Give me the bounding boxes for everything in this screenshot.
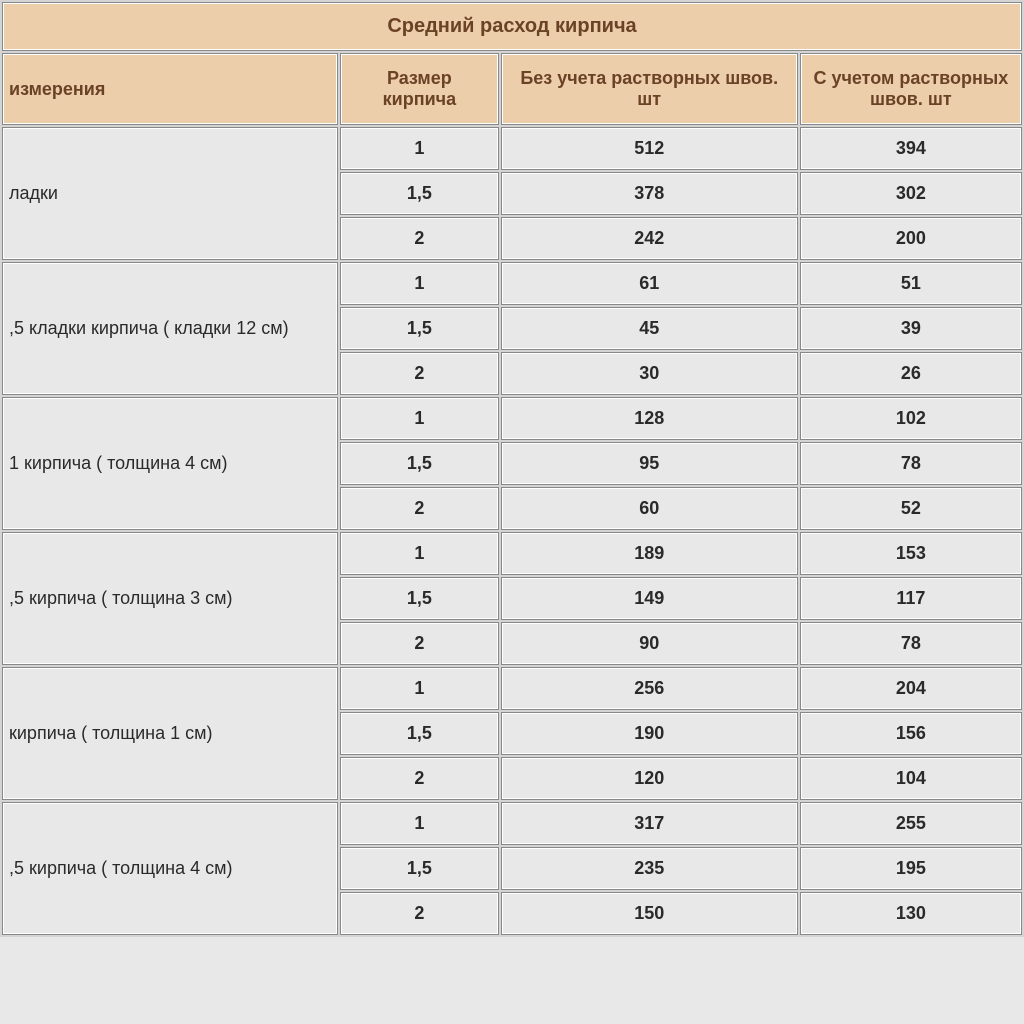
- table-row: кирпича ( толщина 1 см) 1 256 204: [2, 667, 1022, 710]
- cell-size: 2: [340, 487, 499, 530]
- cell-with: 78: [800, 442, 1022, 485]
- cell-size: 1,5: [340, 847, 499, 890]
- cell-size: 1: [340, 802, 499, 845]
- cell-with: 52: [800, 487, 1022, 530]
- header-without-joints: Без учета растворных швов. шт: [501, 53, 798, 125]
- cell-without: 317: [501, 802, 798, 845]
- cell-size: 1,5: [340, 712, 499, 755]
- cell-without: 149: [501, 577, 798, 620]
- cell-with: 51: [800, 262, 1022, 305]
- cell-without: 189: [501, 532, 798, 575]
- cell-without: 120: [501, 757, 798, 800]
- table-title-row: Средний расход кирпича: [2, 2, 1022, 51]
- brick-consumption-table: Средний расход кирпича измерения Размер …: [0, 0, 1024, 937]
- cell-size: 1: [340, 127, 499, 170]
- cell-with: 102: [800, 397, 1022, 440]
- cell-with: 130: [800, 892, 1022, 935]
- table-row: ,5 кирпича ( толщина 4 см) 1 317 255: [2, 802, 1022, 845]
- cell-size: 2: [340, 757, 499, 800]
- cell-size: 2: [340, 622, 499, 665]
- group-label: ,5 кирпича ( толщина 3 см): [2, 532, 338, 665]
- group-label: ладки: [2, 127, 338, 260]
- cell-without: 512: [501, 127, 798, 170]
- cell-size: 1,5: [340, 577, 499, 620]
- cell-size: 1: [340, 262, 499, 305]
- cell-size: 2: [340, 217, 499, 260]
- table-title: Средний расход кирпича: [2, 2, 1022, 51]
- table-body: ладки 1 512 394 1,5 378 302 2 242 200 ,5…: [2, 127, 1022, 935]
- table-row: 1 кирпича ( толщина 4 см) 1 128 102: [2, 397, 1022, 440]
- cell-size: 1: [340, 667, 499, 710]
- cell-with: 78: [800, 622, 1022, 665]
- cell-without: 95: [501, 442, 798, 485]
- cell-with: 394: [800, 127, 1022, 170]
- header-measurement: измерения: [2, 53, 338, 125]
- cell-without: 128: [501, 397, 798, 440]
- header-with-joints: С учетом растворных швов. шт: [800, 53, 1022, 125]
- cell-with: 156: [800, 712, 1022, 755]
- cell-with: 117: [800, 577, 1022, 620]
- header-size: Размер кирпича: [340, 53, 499, 125]
- cell-without: 190: [501, 712, 798, 755]
- table-row: ,5 кладки кирпича ( кладки 12 см) 1 61 5…: [2, 262, 1022, 305]
- cell-without: 256: [501, 667, 798, 710]
- cell-without: 60: [501, 487, 798, 530]
- group-label: ,5 кирпича ( толщина 4 см): [2, 802, 338, 935]
- cell-with: 104: [800, 757, 1022, 800]
- group-label: 1 кирпича ( толщина 4 см): [2, 397, 338, 530]
- cell-size: 1,5: [340, 442, 499, 485]
- cell-without: 30: [501, 352, 798, 395]
- cell-with: 204: [800, 667, 1022, 710]
- cell-with: 26: [800, 352, 1022, 395]
- cell-with: 195: [800, 847, 1022, 890]
- table-row: ,5 кирпича ( толщина 3 см) 1 189 153: [2, 532, 1022, 575]
- cell-with: 302: [800, 172, 1022, 215]
- cell-with: 39: [800, 307, 1022, 350]
- cell-size: 2: [340, 892, 499, 935]
- cell-size: 1,5: [340, 307, 499, 350]
- brick-consumption-table-wrapper: Средний расход кирпича измерения Размер …: [0, 0, 1024, 937]
- cell-without: 150: [501, 892, 798, 935]
- cell-without: 235: [501, 847, 798, 890]
- cell-size: 2: [340, 352, 499, 395]
- table-row: ладки 1 512 394: [2, 127, 1022, 170]
- group-label: ,5 кладки кирпича ( кладки 12 см): [2, 262, 338, 395]
- cell-size: 1: [340, 532, 499, 575]
- cell-without: 45: [501, 307, 798, 350]
- cell-size: 1,5: [340, 172, 499, 215]
- cell-with: 153: [800, 532, 1022, 575]
- cell-without: 61: [501, 262, 798, 305]
- cell-with: 200: [800, 217, 1022, 260]
- cell-without: 90: [501, 622, 798, 665]
- table-header-row: измерения Размер кирпича Без учета раств…: [2, 53, 1022, 125]
- cell-without: 242: [501, 217, 798, 260]
- cell-with: 255: [800, 802, 1022, 845]
- group-label: кирпича ( толщина 1 см): [2, 667, 338, 800]
- cell-without: 378: [501, 172, 798, 215]
- cell-size: 1: [340, 397, 499, 440]
